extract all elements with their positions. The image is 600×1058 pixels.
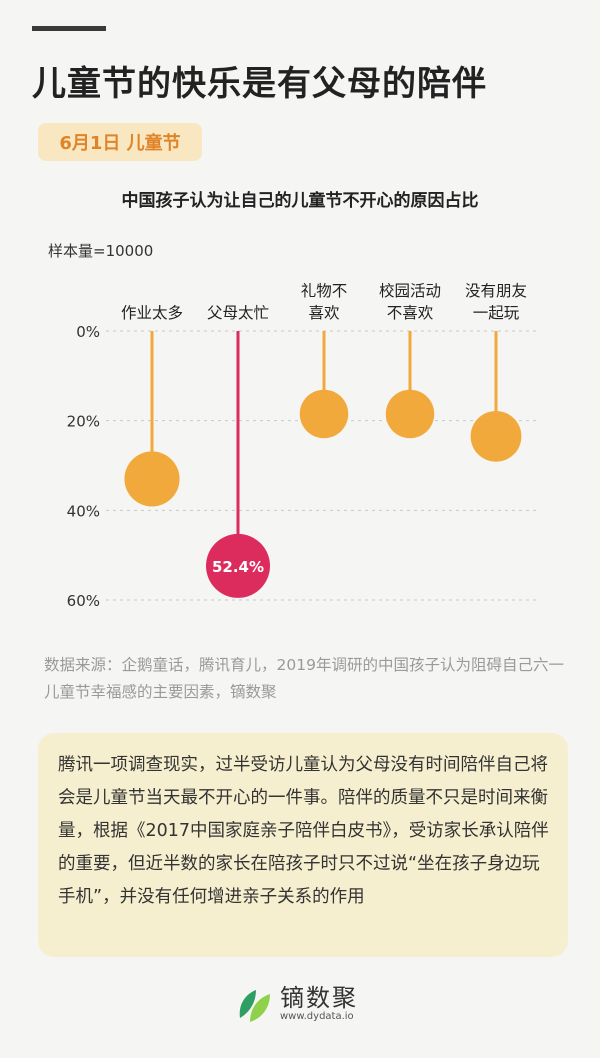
lollipop-point	[299, 389, 349, 439]
chart-title: 中国孩子认为让自己的儿童节不开心的原因占比	[121, 191, 479, 211]
category-label: 作业太多	[121, 304, 183, 322]
category-label: 父母太忙	[207, 304, 269, 322]
note-box: 腾讯一项调查现实，过半受访儿童认为父母没有时间陪伴自己将会是儿童节当天最不开心的…	[38, 733, 568, 957]
data-label: 52.4%	[212, 558, 264, 576]
y-tick-label: 0%	[76, 323, 100, 341]
leaf-icon	[239, 990, 270, 1022]
lollipop-point	[470, 410, 522, 462]
data-source: 数据来源：企鹅童话，腾讯育儿，2019年调研的中国孩子认为阻碍自己六一儿童节幸福…	[44, 656, 564, 701]
lollipop-point	[206, 533, 270, 598]
category-label: 不喜欢	[387, 304, 434, 322]
category-label: 没有朋友	[465, 282, 527, 300]
category-label: 一起玩	[473, 304, 520, 322]
y-tick-label: 60%	[67, 592, 100, 610]
y-tick-label: 20%	[67, 413, 100, 431]
brand-url: www.dydata.io	[280, 1011, 354, 1022]
lollipop-point	[385, 389, 435, 439]
lollipop-point	[124, 451, 180, 507]
category-label: 礼物不	[301, 282, 348, 300]
note-text: 腾讯一项调查现实，过半受访儿童认为父母没有时间陪伴自己将会是儿童节当天最不开心的…	[58, 755, 549, 907]
top-accent-bar	[32, 26, 106, 31]
brand-logo: 镝数聚 www.dydata.io	[236, 984, 358, 1024]
y-tick-label: 40%	[67, 502, 100, 520]
category-label: 喜欢	[308, 304, 340, 322]
category-label: 校园活动	[379, 282, 441, 300]
date-badge: 6月1日 儿童节	[38, 123, 202, 161]
sample-size-label: 样本量=10000	[48, 242, 154, 260]
brand-name: 镝数聚	[280, 984, 358, 1012]
page-title: 儿童节的快乐是有父母的陪伴	[32, 64, 487, 104]
